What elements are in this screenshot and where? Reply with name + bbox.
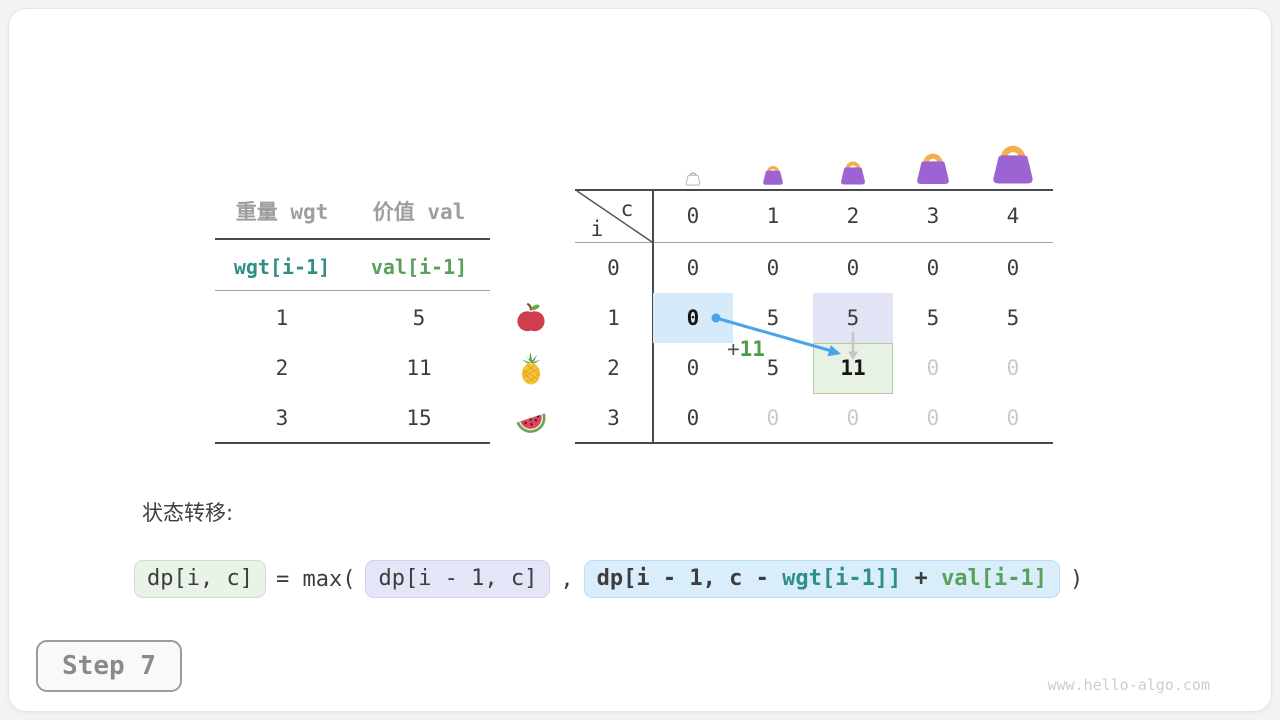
dp-cell-0-2: 0 [846,256,860,280]
dp-cell-3-1: 0 [766,406,780,430]
dp-cell-3-0: 0 [686,406,700,430]
state-transition-formula: dp[i, c] = max( dp[i - 1, c] , dp[i - 1,… [134,560,1084,599]
dp-cell-0-3: 0 [926,256,940,280]
dp-cell-1-3: 5 [926,306,940,330]
dp-col-header-1: 1 [766,204,780,228]
dp-row-header-1: 1 [607,306,620,330]
dp-cell-0-0: 0 [686,256,700,280]
dp-table-rule-top [575,189,1053,191]
dp-cell-2-2: 11 [840,356,866,380]
apple-icon [514,301,548,339]
formula-option-take-box: dp[i - 1, c - wgt[i-1]] + val[i-1] [583,560,1061,599]
item-2-weight: 2 [275,356,289,380]
bag-capacity-0-icon [684,170,702,190]
state-transition-label: 状态转移: [142,501,234,525]
plus-sign: + [727,337,740,361]
dp-cell-1-0: 0 [686,306,700,330]
add-value-annotation: +11 [727,337,765,361]
dp-cell-1-4: 5 [1006,306,1020,330]
dp-cell-3-2: 0 [846,406,860,430]
item-1-value: 5 [412,306,426,330]
dp-cell-0-4: 0 [1006,256,1020,280]
dp-col-header-0: 0 [686,204,700,228]
item-3-value: 15 [406,406,432,430]
take-plus: + [901,566,942,591]
bag-capacity-4-icon [987,140,1039,190]
dp-corner-col-var: c [620,197,634,221]
dp-cell-1-2: 5 [846,306,860,330]
formula-result-box: dp[i, c] [134,560,266,599]
dp-table-rule-header [575,242,1053,243]
dp-row-header-0: 0 [607,256,620,280]
dp-col-header-4: 4 [1006,204,1020,228]
items-var-wgt: wgt[i-1] [233,255,331,279]
formula-equals-max: = max( [275,566,356,592]
items-table-rule-mid [215,290,490,291]
dp-cell-0-1: 0 [766,256,780,280]
bag-capacity-2-icon [837,158,869,190]
dp-row-header-2: 2 [607,356,620,380]
items-table-rule-top [215,238,490,240]
watermark: www.hello-algo.com [1047,676,1210,694]
dp-cell-2-1: 5 [766,356,780,380]
bag-capacity-1-icon [760,163,786,190]
formula-option-keep-box: dp[i - 1, c] [365,560,551,599]
dp-col-header-3: 3 [926,204,940,228]
formula-close-paren: ) [1070,566,1084,592]
items-var-val: val[i-1] [370,255,468,279]
item-3-weight: 3 [275,406,289,430]
dp-cell-3-4: 0 [1006,406,1020,430]
bag-capacity-3-icon [912,149,954,190]
items-col-header-value: 价值 val [372,200,466,224]
items-col-header-weight: 重量 wgt [235,200,329,224]
dp-col-header-2: 2 [846,204,860,228]
dp-corner-row-var: i [590,217,604,241]
formula-comma: , [560,566,574,592]
dp-cell-3-3: 0 [926,406,940,430]
dp-cell-2-4: 0 [1006,356,1020,380]
dp-table-rule-bottom [575,442,1053,444]
item-2-value: 11 [406,356,432,380]
pineapple-icon [514,351,548,389]
watermelon-icon [514,402,548,440]
take-prefix: dp[i - 1, c - [596,566,783,591]
dp-row-header-3: 3 [607,406,620,430]
item-1-weight: 1 [275,306,289,330]
items-table-rule-bottom [215,442,490,444]
take-wgt-term: wgt[i-1]] [782,566,902,591]
step-badge: Step 7 [36,640,182,692]
take-val-term: val[i-1] [941,566,1048,591]
dp-cell-1-1: 5 [766,306,780,330]
dp-cell-2-3: 0 [926,356,940,380]
dp-cell-2-0: 0 [686,356,700,380]
added-value: 11 [739,337,765,361]
